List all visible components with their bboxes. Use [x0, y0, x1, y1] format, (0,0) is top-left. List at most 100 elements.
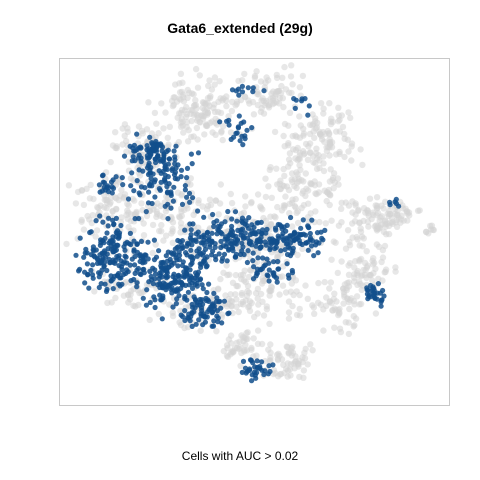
cell-point — [285, 122, 292, 129]
cell-point-high-auc — [129, 158, 135, 164]
cell-point-high-auc — [165, 249, 171, 255]
cell-point-high-auc — [176, 257, 182, 263]
cell-point — [215, 108, 222, 116]
cell-point — [193, 124, 201, 132]
cell-point — [294, 219, 302, 227]
cell-point-high-auc — [192, 281, 198, 287]
cell-point — [310, 128, 317, 135]
cell-point — [282, 86, 290, 93]
cell-point-high-auc — [259, 359, 265, 365]
cell-point-high-auc — [192, 305, 198, 311]
cell-point-high-auc — [188, 227, 194, 233]
cell-point-high-auc — [265, 273, 271, 279]
cell-point — [313, 165, 321, 173]
cell-point — [91, 288, 98, 295]
cell-point — [238, 349, 245, 357]
cell-point — [289, 81, 296, 88]
cell-point-high-auc — [214, 313, 220, 319]
cell-point-high-auc — [168, 191, 174, 197]
cell-point — [357, 146, 364, 153]
cell-point-high-auc — [147, 134, 153, 140]
cell-point — [153, 120, 160, 127]
cell-point — [365, 223, 372, 230]
cell-point-high-auc — [218, 305, 224, 311]
cell-point — [140, 232, 148, 239]
cell-point-high-auc — [93, 218, 99, 224]
cell-point — [118, 214, 125, 221]
cell-point-high-auc — [305, 247, 311, 253]
cell-point-high-auc — [153, 159, 159, 166]
cell-point — [225, 113, 232, 120]
cell-point — [304, 187, 312, 194]
cell-point-high-auc — [240, 235, 246, 241]
cell-point-high-auc — [134, 267, 140, 273]
cell-point — [280, 103, 287, 111]
cell-point — [166, 123, 173, 130]
cell-point-high-auc — [183, 266, 189, 272]
cell-point-high-auc — [245, 85, 251, 91]
cell-point — [254, 327, 262, 334]
cell-point — [163, 232, 170, 239]
cell-point — [205, 82, 212, 90]
cell-point — [287, 372, 294, 379]
cell-point — [278, 241, 285, 249]
cell-point-high-auc — [266, 260, 272, 266]
cell-point-high-auc — [187, 235, 193, 241]
cell-point — [286, 109, 294, 117]
cell-point-high-auc — [313, 242, 319, 248]
cell-point — [331, 324, 338, 331]
cell-point-high-auc — [249, 125, 255, 131]
cell-point-high-auc — [102, 259, 108, 265]
cell-point-high-auc — [259, 230, 265, 236]
cell-point-high-auc — [131, 238, 137, 244]
cell-point — [334, 269, 341, 277]
cell-point — [168, 230, 175, 237]
cell-point-high-auc — [125, 196, 132, 202]
cell-point-high-auc — [176, 274, 182, 281]
cell-point — [267, 164, 274, 171]
cell-point-high-auc — [212, 253, 218, 260]
cell-point-high-auc — [131, 188, 137, 194]
cell-point — [294, 144, 301, 152]
cell-point-high-auc — [226, 310, 232, 316]
cell-point — [184, 86, 191, 94]
cell-point — [238, 289, 246, 297]
cell-point-high-auc — [219, 231, 225, 237]
cell-point-high-auc — [387, 199, 393, 205]
cell-point-high-auc — [195, 269, 202, 275]
cell-point-high-auc — [178, 279, 184, 285]
cell-point-high-auc — [220, 255, 226, 261]
cell-point-high-auc — [172, 280, 178, 286]
cell-point-high-auc — [110, 217, 116, 223]
cell-point — [274, 203, 281, 211]
cell-point-high-auc — [160, 284, 166, 290]
cell-point-high-auc — [177, 239, 183, 245]
cell-point — [244, 282, 252, 290]
cell-point-high-auc — [281, 238, 287, 244]
cell-point-high-auc — [136, 190, 142, 196]
cell-point — [211, 74, 219, 81]
cell-point-high-auc — [248, 239, 254, 245]
cell-point — [158, 221, 165, 229]
cell-point — [203, 206, 211, 213]
cell-point-high-auc — [150, 281, 156, 287]
cell-point — [269, 100, 276, 108]
cell-point-high-auc — [221, 298, 227, 304]
cell-point — [328, 217, 335, 224]
chart-title: Gata6_extended (29g) — [167, 20, 313, 36]
cell-point — [335, 181, 342, 188]
cell-point — [281, 172, 288, 180]
cell-point — [352, 211, 359, 218]
cell-point — [345, 271, 353, 278]
cell-point — [268, 194, 275, 201]
cell-point — [267, 341, 274, 348]
cell-point — [103, 205, 110, 212]
cell-point-high-auc — [365, 287, 371, 293]
cell-point-high-auc — [261, 263, 267, 269]
cell-point-high-auc — [98, 281, 104, 287]
cell-point — [292, 353, 299, 360]
cell-point-high-auc — [237, 138, 243, 144]
cell-point — [169, 102, 177, 110]
cell-point-high-auc — [189, 323, 195, 329]
cell-point — [278, 82, 285, 90]
